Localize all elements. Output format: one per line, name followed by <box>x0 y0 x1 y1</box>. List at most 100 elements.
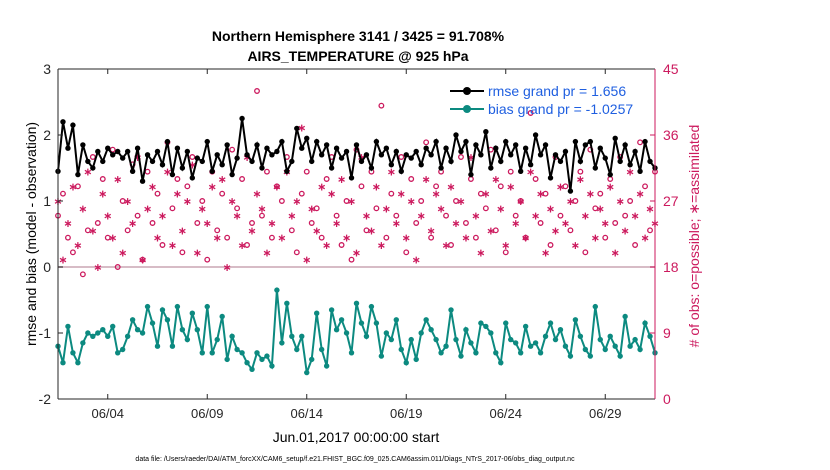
rmse-marker <box>199 158 205 165</box>
obs-possible-marker <box>582 249 589 256</box>
obs-possible-marker <box>458 154 464 160</box>
bias-marker <box>154 343 161 349</box>
obs-possible-marker <box>268 234 275 241</box>
bias-marker <box>483 323 489 330</box>
rmse-marker <box>393 148 399 155</box>
bias-marker <box>622 313 628 320</box>
rmse-marker <box>289 158 295 165</box>
rmse-marker <box>637 168 643 174</box>
rmse-marker <box>642 138 648 145</box>
obs-assimilated-marker: ∗ <box>556 181 565 193</box>
x-tick-label: 06/14 <box>290 406 323 421</box>
rmse-marker <box>463 138 469 145</box>
rmse-marker <box>318 152 325 158</box>
rmse-marker <box>468 171 474 178</box>
bias-marker <box>527 343 534 349</box>
bias-marker <box>284 300 290 306</box>
bias-marker <box>582 346 589 353</box>
bias-marker <box>647 333 653 339</box>
obs-assimilated-marker: ∗ <box>317 181 326 193</box>
rmse-marker <box>224 142 230 148</box>
bias-marker <box>378 353 385 359</box>
rmse-marker <box>373 138 380 145</box>
obs-assimilated-marker: ∗ <box>645 203 654 215</box>
obs-assimilated-marker: ∗ <box>456 196 465 208</box>
bias-marker <box>100 327 106 333</box>
bias-marker <box>537 350 544 356</box>
bias-marker <box>204 303 210 310</box>
bias-marker <box>637 346 643 353</box>
obs-possible-marker <box>433 183 440 190</box>
rmse-marker <box>577 158 584 165</box>
obs-possible-marker <box>174 176 181 182</box>
plot-area <box>58 69 655 399</box>
obs-assimilated-marker: ∗ <box>63 218 72 230</box>
bias-marker <box>95 330 101 336</box>
bias-marker <box>498 360 504 366</box>
rmse-marker <box>100 158 106 165</box>
bias-marker <box>368 303 375 310</box>
bias-marker <box>119 346 126 353</box>
obs-possible-marker <box>502 249 509 256</box>
bias-marker <box>259 356 265 363</box>
obs-assimilated-marker: ∗ <box>576 174 585 186</box>
bias-marker <box>453 336 459 343</box>
rmse-marker <box>353 142 360 148</box>
rmse-marker <box>184 148 191 155</box>
obs-assimilated-marker: ∗ <box>611 247 620 259</box>
bias-marker <box>343 330 350 336</box>
obs-assimilated-marker: ∗ <box>486 225 495 237</box>
obs-possible-marker <box>229 146 236 153</box>
rmse-marker <box>139 178 146 184</box>
obs-assimilated-marker: ∗ <box>342 233 351 245</box>
obs-possible-marker <box>463 220 469 226</box>
rmse-marker <box>299 145 305 151</box>
obs-assimilated-marker: ∗ <box>591 233 600 245</box>
obs-assimilated-marker: ∗ <box>183 196 192 208</box>
bias-marker <box>373 320 380 326</box>
bias-marker <box>274 287 280 293</box>
rmse-marker <box>517 168 524 174</box>
bias-marker <box>632 336 638 343</box>
rmse-marker <box>343 148 350 155</box>
rmse-marker <box>478 152 484 158</box>
obs-possible-marker <box>472 234 479 241</box>
rmse-marker <box>105 145 111 151</box>
obs-possible-marker <box>373 205 380 212</box>
bias-marker <box>70 350 76 356</box>
bias-marker <box>224 356 230 363</box>
bias-marker <box>174 303 181 310</box>
obs-possible-marker <box>179 249 186 256</box>
rmse-marker <box>294 125 300 132</box>
obs-assimilated-marker: ∗ <box>392 218 401 230</box>
rmse-marker <box>488 165 494 171</box>
obs-assimilated-marker: ∗ <box>402 233 411 245</box>
rmse-marker <box>448 158 454 165</box>
rmse-marker <box>537 152 544 158</box>
bias-marker <box>388 336 395 343</box>
obs-assimilated-marker: ∗ <box>307 203 316 215</box>
rmse-marker <box>398 168 404 174</box>
obs-possible-marker <box>169 205 176 212</box>
bias-marker <box>239 350 245 356</box>
rmse-marker <box>408 155 414 161</box>
rmse-marker <box>508 152 514 158</box>
rmse-marker <box>174 145 181 151</box>
chart-title: Northern Hemisphere 3141 / 3425 = 91.708… <box>212 28 505 44</box>
rmse-marker <box>274 148 280 155</box>
obs-possible-marker <box>293 249 300 256</box>
legend-bias-label: bias grand pr = -1.0257 <box>488 101 633 117</box>
rmse-marker <box>234 155 240 161</box>
bias-marker <box>353 300 360 306</box>
obs-assimilated-marker: ∗ <box>377 240 386 252</box>
obs-possible-marker <box>249 220 255 226</box>
bias-marker <box>294 346 300 353</box>
obs-assimilated-marker: ∗ <box>208 181 217 193</box>
obs-assimilated-marker: ∗ <box>367 225 376 237</box>
footnote: data file: /Users/raeder/DAI/ATM_forcXX/… <box>135 456 575 463</box>
obs-possible-marker <box>512 212 519 219</box>
rmse-marker <box>627 162 633 168</box>
rmse-marker <box>60 119 66 125</box>
rmse-marker <box>493 145 499 151</box>
obs-assimilated-marker: ∗ <box>626 167 635 179</box>
